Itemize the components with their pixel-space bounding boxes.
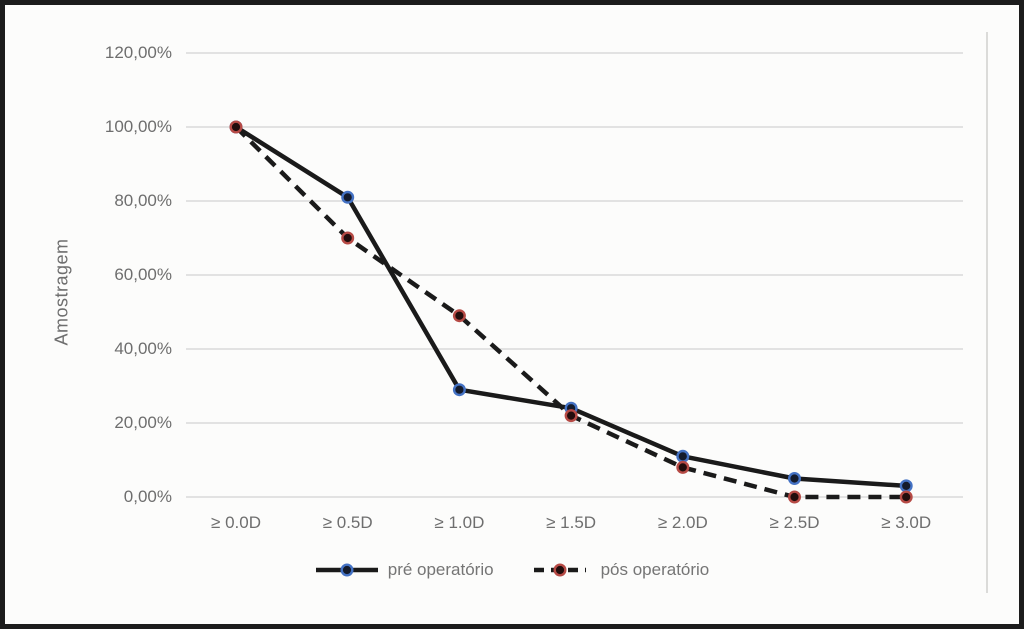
series-line-solid: [234, 125, 907, 489]
x-category-label: ≥ 3.0D: [881, 513, 932, 532]
legend-item: pré operatório: [315, 560, 494, 580]
chart-legend: pré operatório pós operatório: [0, 554, 1024, 586]
x-category-label: ≥ 2.5D: [769, 513, 820, 532]
legend-label: pré operatório: [387, 560, 494, 579]
y-tick-label: 40,00%: [114, 339, 172, 358]
y-tick-label: 100,00%: [104, 117, 172, 136]
x-category-label: ≥ 0.0D: [211, 513, 261, 532]
data-point-marker: [676, 460, 690, 474]
y-tick-label: 20,00%: [114, 413, 172, 432]
data-point-marker: [676, 449, 690, 463]
data-point-marker: [899, 479, 913, 493]
legend-label: pós operatório: [600, 560, 710, 579]
x-category-label: ≥ 1.0D: [434, 513, 485, 532]
legend-item: pós operatório: [528, 560, 710, 580]
y-tick-label: 80,00%: [114, 191, 172, 210]
data-point-marker: [341, 190, 355, 204]
y-tick-label: 120,00%: [104, 43, 172, 62]
legend-swatch-solid-line-icon: [315, 563, 378, 577]
y-tick-label: 60,00%: [114, 265, 172, 284]
data-point-marker: [341, 231, 355, 245]
data-point-marker: [788, 490, 802, 504]
series-line-dashed: [234, 125, 907, 500]
data-point-marker: [564, 409, 578, 423]
data-point-marker: [452, 383, 466, 397]
legend-swatch-dashed-line-icon: [533, 563, 586, 577]
x-category-label: ≥ 0.5D: [322, 513, 373, 532]
y-tick-label: 0,00%: [123, 487, 172, 506]
x-category-label: ≥ 2.0D: [657, 513, 708, 532]
data-point-marker: [229, 120, 243, 134]
data-point-marker: [899, 490, 913, 504]
x-category-label: ≥ 1.5D: [546, 513, 597, 532]
y-axis-title: Amostragem: [51, 238, 72, 346]
data-point-marker: [788, 472, 802, 486]
data-point-marker: [452, 309, 466, 323]
